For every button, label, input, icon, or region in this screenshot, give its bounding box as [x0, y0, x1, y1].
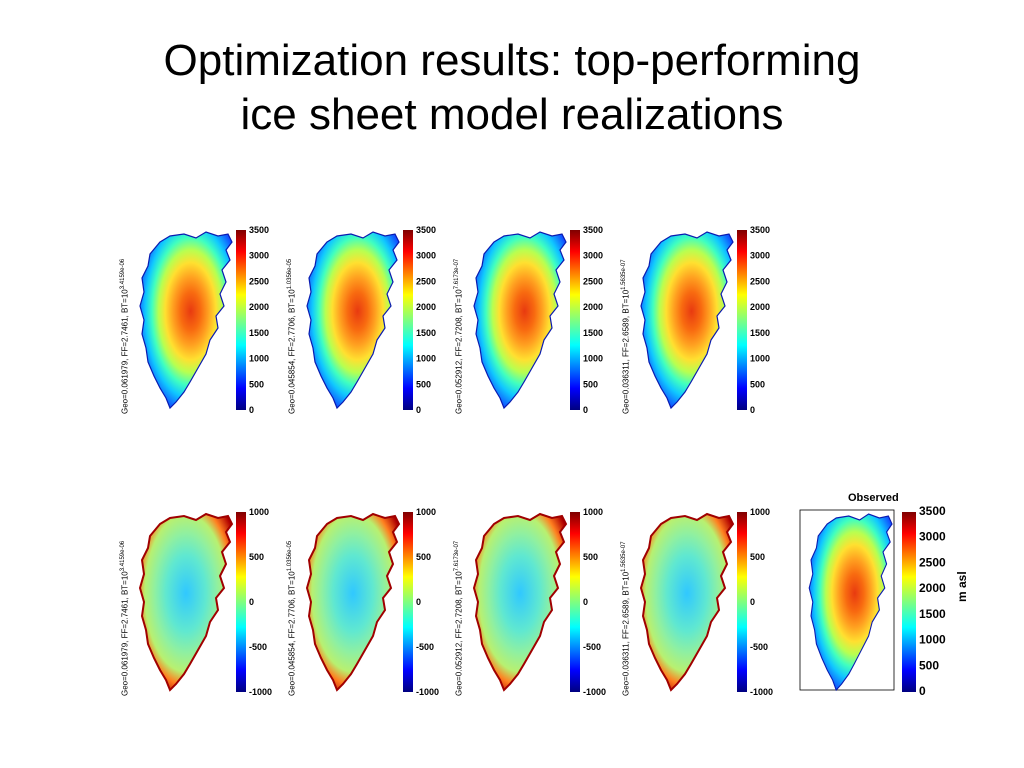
elevation-panel-4: 3500 3000 2500 2000 1500 1000 500 0: [619, 225, 770, 416]
difference-colorbar-3-tick-4: -1000: [583, 687, 606, 697]
elevation-colorbar-4-tick-4: 1500: [750, 328, 770, 338]
elevation-panel-3: 3500 3000 2500 2000 1500 1000 500 0: [452, 225, 603, 416]
observed-unit-label: m asl: [955, 571, 969, 602]
observed-colorbar-tick-7: 0: [919, 684, 926, 698]
elevation-colorbar-2-tick-7: 0: [416, 405, 421, 415]
difference-colorbar-2-tick-1: 500: [416, 552, 431, 562]
difference-colorbar-2-tick-2: 0: [416, 597, 421, 607]
difference-colorbar-3-tick-2: 0: [583, 597, 588, 607]
difference-map-3: 1000 500 0 -500 -1000: [473, 507, 606, 697]
difference-colorbar-1-tick-3: -500: [249, 642, 267, 652]
difference-colorbar-2-tick-0: 1000: [416, 507, 436, 517]
difference-panel-3: 1000 500 0 -500 -1000: [452, 507, 606, 698]
difference-panel-1: 1000 500 0 -500 -1000: [118, 507, 272, 698]
difference-colorbar-1-tick-2: 0: [249, 597, 254, 607]
elevation-panel-1: 3500 3000 2500 2000 1500 1000 500 0: [118, 225, 269, 416]
elevation-colorbar-1-tick-6: 500: [249, 379, 264, 389]
elevation-map-1: 3500 3000 2500 2000 1500 1000 500 0: [139, 225, 269, 415]
elevation-colorbar-3-tick-1: 3000: [583, 251, 603, 261]
elevation-colorbar-4-tick-0: 3500: [750, 225, 770, 235]
elevation-colorbar-2-tick-1: 3000: [416, 251, 436, 261]
difference-colorbar-4-tick-4: -1000: [750, 687, 773, 697]
elevation-map-3: 3500 3000 2500 2000 1500 1000 500 0: [473, 225, 603, 415]
elevation-colorbar-3-tick-7: 0: [583, 405, 588, 415]
elevation-colorbar-3-tick-3: 2000: [583, 302, 603, 312]
difference-colorbar-4-tick-1: 500: [750, 552, 765, 562]
realization-label-3-top: Geo=0.052912, FF=2.7208, BT=107.6173e-07: [454, 258, 464, 414]
realization-label-4-top: Geo=0.036311, FF=2.6589, BT=101.5635e-07: [621, 259, 631, 414]
difference-colorbar-2-tick-4: -1000: [416, 687, 439, 697]
difference-colorbar-4-tick-3: -500: [750, 642, 768, 652]
elevation-colorbar-2-tick-3: 2000: [416, 302, 436, 312]
observed-colorbar-tick-5: 1000: [919, 633, 946, 647]
elevation-colorbar-2-tick-5: 1000: [416, 354, 436, 364]
elevation-colorbar-4-tick-7: 0: [750, 405, 755, 415]
observed-colorbar-tick-2: 2500: [919, 555, 946, 569]
difference-map-1: 1000 500 0 -500 -1000: [139, 507, 272, 697]
title-line-1: Optimization results: top-performing: [163, 36, 861, 85]
elevation-colorbar-1-tick-1: 3000: [249, 251, 269, 261]
difference-colorbar-4-tick-0: 1000: [750, 507, 770, 517]
elevation-map-4: 3500 3000 2500 2000 1500 1000 500 0: [640, 225, 770, 415]
difference-colorbar-4-tick-2: 0: [750, 597, 755, 607]
observed-map: Observed m asl 3500 3000 2500 2000 1500 1000 5…: [799, 492, 969, 698]
realization-label-1-top: Geo=0.061979, FF=2.7461, BT=103.4159e-06: [120, 258, 130, 414]
difference-map-2: 1000 500 0 -500 -1000: [306, 507, 439, 697]
elevation-colorbar-2-tick-0: 3500: [416, 225, 436, 235]
elevation-colorbar-4-tick-2: 2500: [750, 276, 770, 286]
realization-label-4-bottom: Geo=0.036311, FF=2.6589, BT=101.5635e-07: [621, 541, 631, 696]
elevation-colorbar-1-tick-7: 0: [249, 405, 254, 415]
difference-colorbar-3-tick-3: -500: [583, 642, 601, 652]
elevation-colorbar-2-tick-4: 1500: [416, 328, 436, 338]
difference-colorbar-3-tick-0: 1000: [583, 507, 603, 517]
slide-title: Optimization results: top-performing ice…: [0, 34, 1024, 142]
difference-panel-2: 1000 500 0 -500 -1000: [285, 507, 439, 698]
observed-colorbar-tick-0: 3500: [919, 504, 946, 518]
realization-label-2-top: Geo=0.045854, FF=2.7706, BT=101.0356e-05: [287, 258, 297, 414]
elevation-colorbar-3-tick-2: 2500: [583, 276, 603, 286]
elevation-colorbar-4-tick-5: 1000: [750, 354, 770, 364]
elevation-colorbar-4-tick-6: 500: [750, 379, 765, 389]
observed-panel: Observed m asl 3500 3000 2500 2000 1500 1000 5…: [796, 488, 986, 698]
elevation-colorbar-3-tick-4: 1500: [583, 328, 603, 338]
observed-colorbar-tick-4: 1500: [919, 607, 946, 621]
difference-map-4: 1000 500 0 -500 -1000: [640, 507, 773, 697]
difference-colorbar-3-tick-1: 500: [583, 552, 598, 562]
elevation-colorbar-2-tick-2: 2500: [416, 276, 436, 286]
difference-colorbar-1-tick-0: 1000: [249, 507, 269, 517]
realization-label-3-bottom: Geo=0.052912, FF=2.7208, BT=107.6173e-07: [454, 540, 464, 696]
elevation-colorbar-1-tick-3: 2000: [249, 302, 269, 312]
observed-colorbar-tick-1: 3000: [919, 530, 946, 544]
observed-colorbar-tick-3: 2000: [919, 581, 946, 595]
title-line-2: ice sheet model realizations: [240, 90, 784, 139]
elevation-colorbar-1-tick-2: 2500: [249, 276, 269, 286]
elevation-colorbar-2-tick-6: 500: [416, 379, 431, 389]
elevation-panel-2: 3500 3000 2500 2000 1500 1000 500 0: [285, 225, 436, 416]
realization-label-1-bottom: Geo=0.061979, FF=2.7461, BT=103.4159e-06: [120, 540, 130, 696]
observed-title: Observed: [848, 492, 899, 504]
difference-colorbar-1-tick-4: -1000: [249, 687, 272, 697]
difference-colorbar-1-tick-1: 500: [249, 552, 264, 562]
elevation-colorbar-1-tick-0: 3500: [249, 225, 269, 235]
elevation-map-2: 3500 3000 2500 2000 1500 1000 500 0: [306, 225, 436, 415]
elevation-colorbar-3-tick-0: 3500: [583, 225, 603, 235]
realization-label-2-bottom: Geo=0.045854, FF=2.7706, BT=101.0356e-05: [287, 540, 297, 696]
elevation-colorbar-3-tick-5: 1000: [583, 354, 603, 364]
difference-panel-4: 1000 500 0 -500 -1000: [619, 507, 773, 698]
elevation-colorbar-1-tick-5: 1000: [249, 354, 269, 364]
elevation-colorbar-3-tick-6: 500: [583, 379, 598, 389]
difference-colorbar-2-tick-3: -500: [416, 642, 434, 652]
observed-colorbar-tick-6: 500: [919, 658, 939, 672]
elevation-colorbar-4-tick-1: 3000: [750, 251, 770, 261]
elevation-colorbar-1-tick-4: 1500: [249, 328, 269, 338]
elevation-colorbar-4-tick-3: 2000: [750, 302, 770, 312]
